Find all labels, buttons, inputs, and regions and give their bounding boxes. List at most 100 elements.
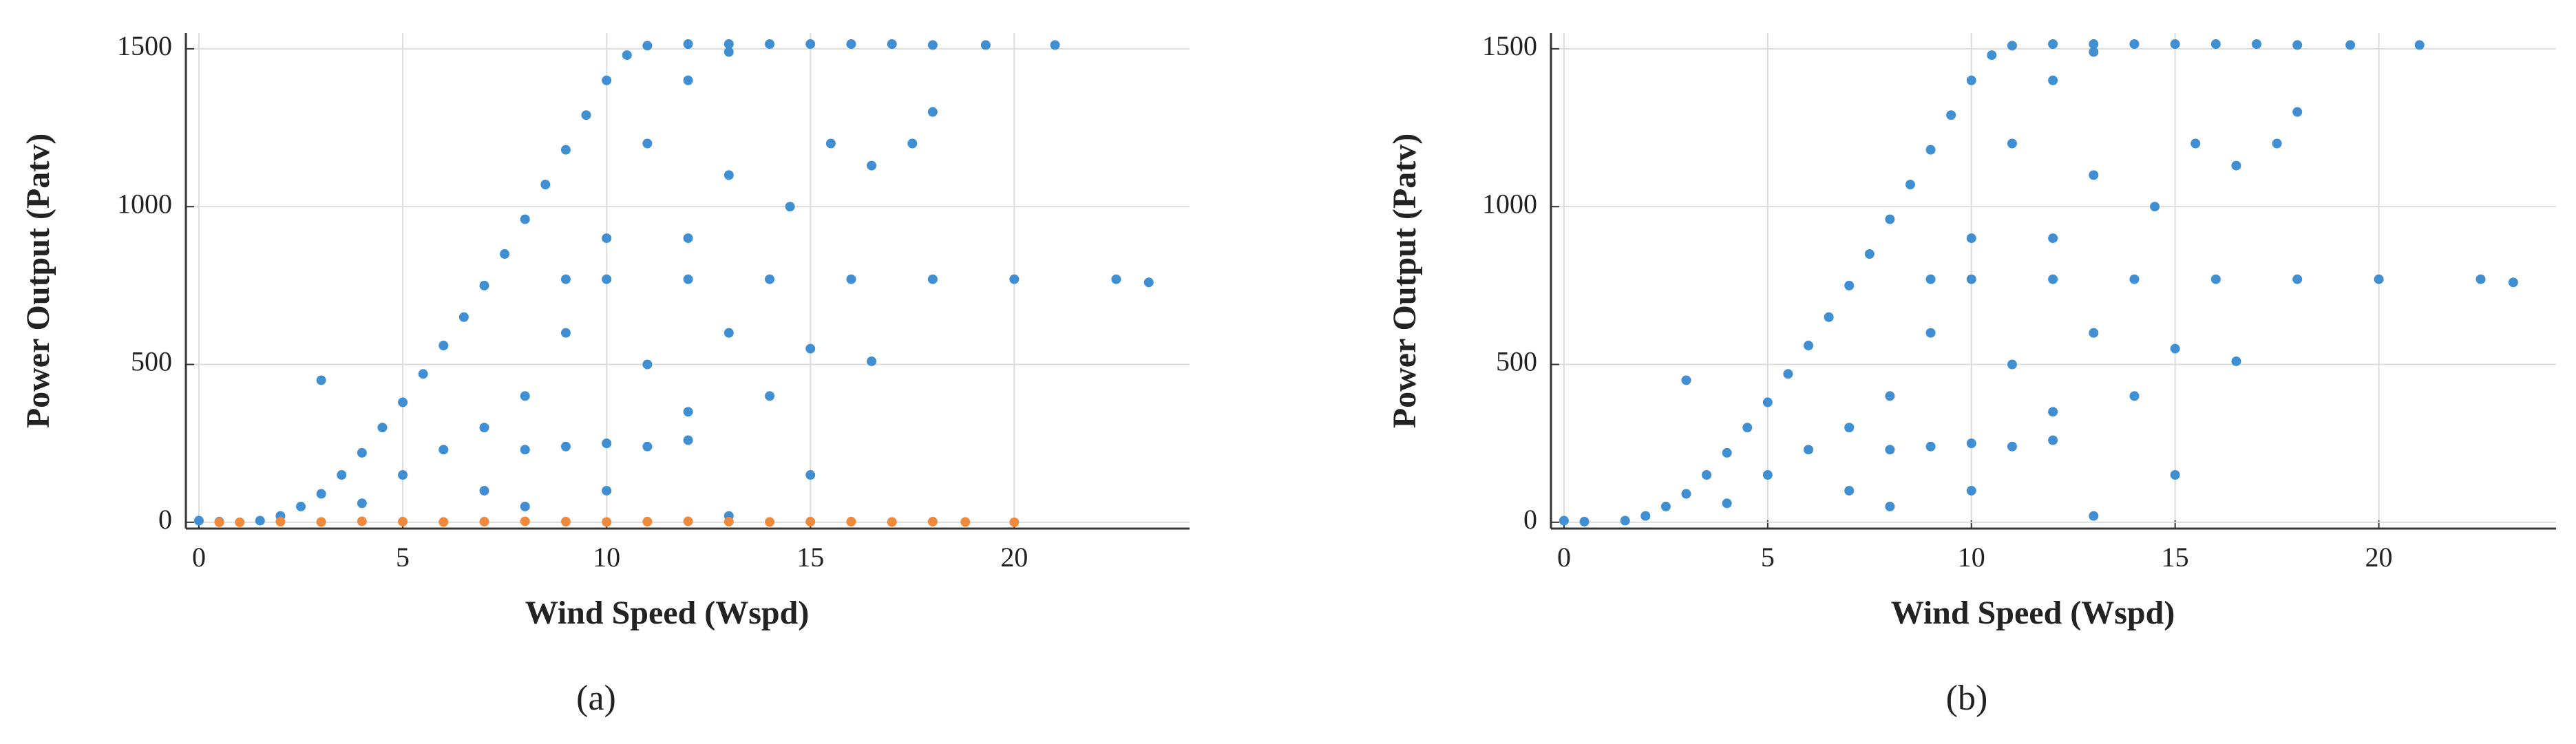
point [560,516,571,527]
point [1966,438,1976,449]
point [560,441,571,451]
point [560,145,571,155]
y-axis-label: Power Output (Patv) [1386,134,1423,428]
point [683,233,693,244]
point [927,40,938,50]
point [1966,75,1976,85]
point [316,489,326,499]
point [724,170,734,180]
point [1681,489,1691,499]
point [642,516,653,527]
point [479,485,489,496]
point [1905,180,1915,190]
y-tick-label: 1500 [117,30,172,61]
point [398,470,408,480]
point [2048,407,2058,417]
point [927,274,938,284]
point [316,517,326,527]
point [927,107,938,117]
point [1804,341,1814,351]
point [560,328,571,338]
point [805,516,816,527]
point [2048,233,2058,244]
point [255,516,265,526]
x-tick-label: 10 [593,542,620,573]
point [867,356,877,366]
point [2345,40,2356,50]
point [1702,470,1712,480]
point [2089,39,2099,50]
point [887,517,897,527]
point [642,41,653,51]
y-axis-label: Power Output (Patv) [20,134,56,428]
point [2475,274,2486,284]
point [602,274,612,284]
caption: (a) [576,679,616,718]
point [1009,274,1020,284]
point [805,39,816,50]
point [602,517,612,527]
point [2129,39,2140,50]
point [357,447,367,458]
point [1844,280,1855,290]
point [316,375,326,385]
point [642,441,653,451]
point [1762,397,1773,407]
point [683,274,693,284]
y-tick-label: 500 [131,346,172,377]
point [1050,40,1060,50]
point [2007,41,2017,51]
point [479,280,489,290]
point [1742,423,1753,433]
point [2170,39,2180,50]
point [1966,274,1976,284]
x-tick-label: 20 [1000,542,1028,573]
point [1640,511,1651,521]
point [520,501,530,511]
y-tick-label: 0 [1523,504,1537,535]
point [642,138,653,149]
point [887,39,897,50]
point [1009,517,1020,527]
point [602,485,612,496]
point [602,438,612,449]
point [2414,40,2425,50]
y-tick-label: 500 [1496,346,1537,377]
point [1864,249,1875,259]
y-tick-label: 0 [158,504,172,535]
point [1885,445,1895,455]
point [724,47,734,57]
point [337,470,347,480]
point [581,110,591,120]
y-tick-label: 1500 [1482,30,1537,61]
point [357,516,367,527]
point [2007,359,2017,370]
point [418,369,428,379]
point [2210,39,2221,50]
point [683,407,693,417]
point [765,391,775,401]
x-axis-label: Wind Speed (Wspd) [525,595,810,631]
point [2374,274,2384,284]
point [1111,274,1121,284]
point [2210,274,2221,284]
point [2007,138,2017,149]
point [500,249,510,259]
point [1824,312,1834,322]
point [2048,75,2058,85]
point [825,138,836,149]
point [1966,233,1976,244]
point [2170,470,2180,480]
x-tick-label: 15 [796,542,824,573]
point [1762,470,1773,480]
point [214,517,224,527]
point [2129,274,2140,284]
point [1722,447,1732,458]
point [1925,274,1936,284]
point [439,341,449,351]
point [785,202,795,212]
point [2048,274,2058,284]
point [439,517,449,527]
point [2292,274,2303,284]
